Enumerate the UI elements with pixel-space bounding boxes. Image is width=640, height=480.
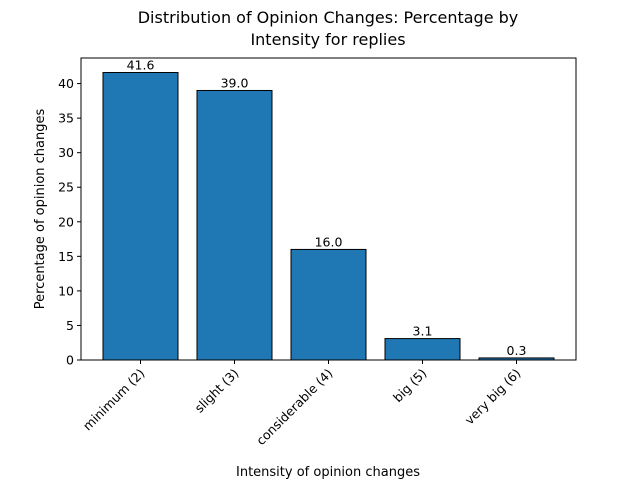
x-axis-ticks: minimum (2) slight (3) considerable (4) big… xyxy=(80,360,524,448)
y-tick-label-5: 20 xyxy=(58,214,74,229)
bar-value-label-3: 16.0 xyxy=(315,234,343,249)
x-axis-label: Intensity of opinion changes xyxy=(236,465,420,480)
bar-2 xyxy=(196,89,273,361)
bar-3 xyxy=(290,248,367,361)
y-tick-label-2: 5 xyxy=(66,318,74,333)
data-labels-group: 41.6 39.0 16.0 3.1 0.3 xyxy=(127,58,527,358)
bar-value-label-4: 3.1 xyxy=(413,324,433,339)
plot-area-frame xyxy=(80,57,577,361)
bar-1 xyxy=(102,72,179,361)
y-tick-label-8: 35 xyxy=(58,111,74,126)
chart-title-line-2: Intensity for replies xyxy=(250,30,405,49)
y-tick-label-1: 0 xyxy=(66,353,74,368)
y-tick-label-9: 40 xyxy=(58,76,74,91)
x-tick-label-1: minimum (2) xyxy=(80,366,148,434)
x-tick-label-4: big (5) xyxy=(390,366,430,406)
bars-group xyxy=(102,72,555,361)
y-tick-label-3: 10 xyxy=(58,283,74,298)
y-tick-label-4: 15 xyxy=(58,249,74,264)
bar-value-label-2: 39.0 xyxy=(221,75,249,90)
bar-4 xyxy=(384,338,461,361)
y-axis-label: Percentage of opinion changes xyxy=(33,109,48,310)
y-tick-label-7: 30 xyxy=(58,145,74,160)
bar-value-label-5: 0.3 xyxy=(507,343,527,358)
y-tick-label-6: 25 xyxy=(58,180,74,195)
y-axis-ticks: 0 5 10 15 20 25 30 35 40 xyxy=(58,76,81,368)
chart-title-line-1: Distribution of Opinion Changes: Percent… xyxy=(138,8,519,27)
x-tick-label-3: considerable (4) xyxy=(253,366,335,448)
bar-value-label-1: 41.6 xyxy=(127,58,155,73)
x-tick-label-5: very big (6) xyxy=(462,366,524,428)
x-tick-label-2: slight (3) xyxy=(191,366,241,416)
